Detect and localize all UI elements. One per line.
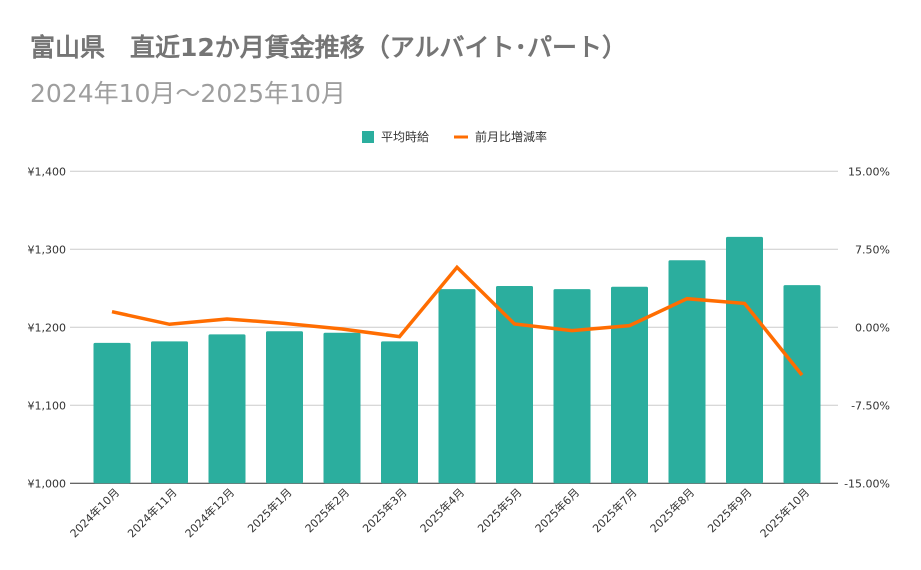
bar: [381, 341, 418, 484]
bar: [496, 285, 533, 484]
left-tick-label: ¥1,100: [28, 399, 67, 412]
legend-bar-swatch: [362, 131, 374, 143]
x-tick-label: 2025年6月: [532, 485, 582, 535]
legend-bar-label: 平均時給: [381, 130, 429, 144]
x-tick-label: 2025年3月: [359, 485, 409, 535]
right-tick-label: -15.00%: [844, 477, 890, 490]
bar: [208, 334, 246, 484]
x-tick-label: 2025年5月: [474, 485, 524, 535]
bar: [93, 342, 131, 484]
right-tick-label: 7.50%: [855, 243, 890, 256]
bar: [323, 332, 361, 484]
x-tick-label: 2025年2月: [302, 485, 352, 535]
right-tick-label: 0.00%: [855, 321, 890, 334]
bar: [553, 289, 591, 484]
x-tick-label: 2025年10月: [757, 485, 812, 540]
left-tick-label: ¥1,400: [28, 165, 67, 178]
x-tick-label: 2025年8月: [647, 485, 697, 535]
left-tick-label: ¥1,000: [28, 477, 67, 490]
chart-subtitle: 2024年10月～2025年10月: [30, 79, 346, 108]
bar: [611, 286, 648, 484]
bar: [726, 236, 763, 484]
x-tick-label: 2025年7月: [589, 485, 639, 535]
x-tick-label: 2024年12月: [182, 485, 237, 540]
x-tick-label: 2024年10月: [67, 485, 122, 540]
chart-title: 富山県 直近12か月賃金推移（アルバイト･パート）: [30, 33, 628, 62]
right-tick-label: -7.50%: [851, 399, 890, 412]
x-tick-label: 2025年4月: [417, 485, 467, 535]
bar: [151, 341, 188, 484]
x-tick-label: 2025年9月: [704, 485, 754, 535]
right-tick-label: 15.00%: [848, 165, 890, 178]
x-tick-label: 2024年11月: [124, 485, 179, 540]
legend-line-label: 前月比増減率: [475, 129, 547, 144]
left-tick-label: ¥1,300: [28, 243, 67, 256]
bar: [668, 260, 706, 484]
left-tick-label: ¥1,200: [28, 321, 67, 334]
bar: [438, 289, 476, 484]
bar: [783, 285, 821, 484]
bar: [266, 331, 303, 484]
x-tick-label: 2025年1月: [244, 485, 294, 535]
